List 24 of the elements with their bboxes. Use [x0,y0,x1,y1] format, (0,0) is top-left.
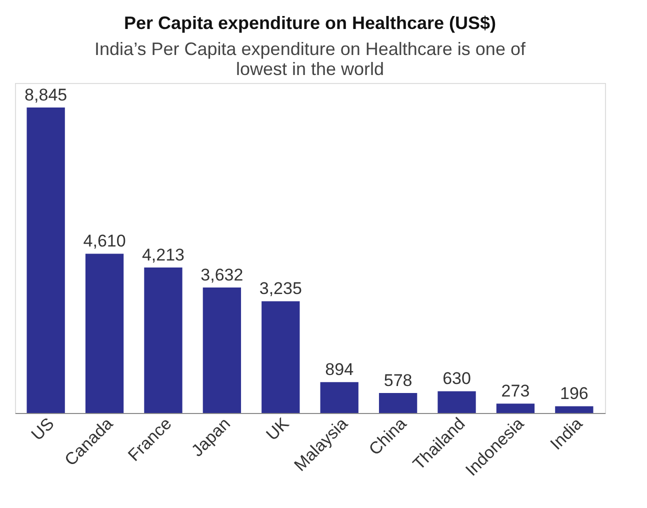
x-tick-label: UK [262,414,294,444]
data-label: 578 [384,371,412,390]
data-label: 4,610 [83,232,126,251]
bar [320,382,358,413]
bar [496,404,535,413]
bar [262,301,300,413]
bar [202,288,242,413]
data-label: 630 [442,369,471,388]
data-label: 3,235 [259,279,302,298]
data-label: 196 [560,384,588,404]
bar [378,393,418,413]
data-label: 8,845 [24,85,68,104]
data-label: 4,213 [142,245,185,264]
bar [555,406,594,413]
chart-subtitle: India’s Per Capita expenditure on Healthcare is one of lowest in the world [94,39,526,79]
x-tick-label: US [28,414,58,444]
bar [144,267,182,413]
data-label: 3,632 [200,266,244,285]
chart-title: Per Capita expenditure on Healthcare (US$) [124,13,496,33]
data-label: 894 [325,360,354,380]
data-label: 273 [501,382,530,401]
bar [26,107,65,413]
bar [85,254,124,413]
bar [438,391,476,413]
